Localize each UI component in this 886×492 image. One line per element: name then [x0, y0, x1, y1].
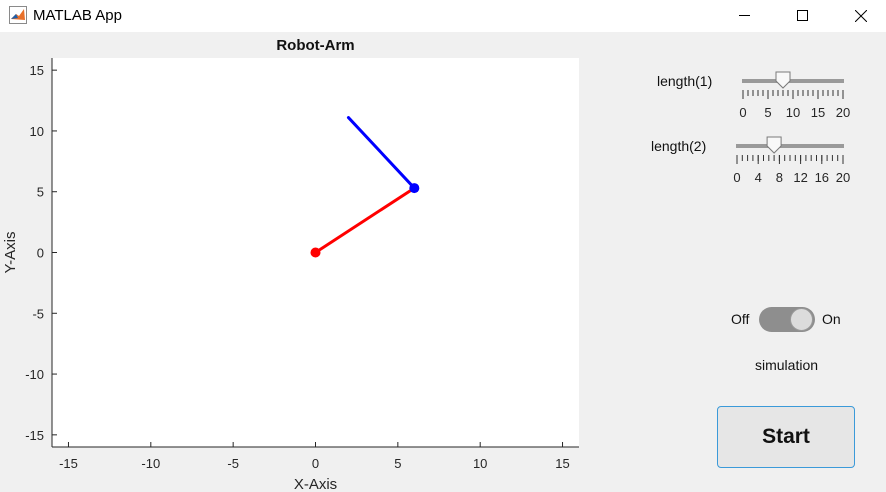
slider-tick-label: 0	[739, 105, 746, 120]
maximize-button[interactable]	[780, 0, 826, 32]
arm-segment-1	[314, 186, 416, 254]
slider-thumb[interactable]	[766, 136, 782, 154]
slider-track	[742, 79, 844, 83]
x-tick-label: -10	[141, 456, 160, 471]
axes-title: Robot-Arm	[276, 37, 355, 54]
y-tick-label: -5	[32, 306, 44, 321]
slider-tick-label: 10	[786, 105, 800, 120]
y-tick-label: -10	[25, 367, 44, 382]
slider-tick-label: 12	[793, 170, 807, 185]
minimize-icon	[739, 15, 750, 16]
window-titlebar: MATLAB App	[0, 0, 886, 32]
y-tick-label: 5	[37, 185, 44, 200]
simulation-toggle[interactable]	[759, 307, 815, 332]
slider2-label: length(2)	[651, 138, 707, 154]
length2-slider[interactable]: 0 4 8 12 16 20	[727, 133, 859, 187]
y-axis-label: Y-Axis	[2, 232, 19, 274]
robot-arm-axes: -15 -10 -5 0 5 10 15 15 10 5 0 -5 -10 -15 X-Axis Y-Axis…	[0, 32, 600, 492]
x-tick-label: 0	[312, 456, 319, 471]
y-tick-label: 0	[37, 246, 44, 261]
close-button[interactable]	[838, 0, 884, 32]
y-tick-label: -15	[25, 428, 44, 443]
toggle-on-label: On	[822, 311, 841, 327]
slider-tick-label: 8	[776, 170, 783, 185]
robot-arm-plot: -15 -10 -5 0 5 10 15 15 10 5 0 -5 -10 -15 X-Axis Y-Axis	[2, 58, 579, 492]
y-tick-label: 15	[30, 63, 44, 78]
joint-marker	[310, 247, 321, 258]
slider-tick-label: 4	[755, 170, 762, 185]
x-tick-label: 15	[555, 456, 569, 471]
start-button[interactable]: Start	[717, 406, 855, 468]
x-tick-label: -5	[227, 456, 239, 471]
length1-slider[interactable]: 0 5 10 15 20	[733, 68, 859, 122]
maximize-icon	[797, 10, 808, 21]
slider-thumb[interactable]	[775, 71, 791, 89]
close-icon	[855, 10, 867, 22]
slider-track	[736, 144, 844, 148]
x-axis-label: X-Axis	[294, 476, 337, 492]
slider1-label: length(1)	[657, 73, 713, 89]
x-tick-label: 5	[394, 456, 401, 471]
x-tick-label: -15	[59, 456, 78, 471]
slider-tick-label: 20	[836, 170, 850, 185]
y-tick-label: 10	[30, 124, 44, 139]
window-title: MATLAB App	[33, 7, 122, 24]
simulation-label: simulation	[755, 357, 819, 373]
minimize-button[interactable]	[722, 0, 768, 32]
slider-tick-label: 16	[815, 170, 829, 185]
toggle-knob[interactable]	[790, 308, 813, 331]
slider-tick-label: 0	[733, 170, 740, 185]
joint-marker	[409, 183, 420, 194]
slider-tick-label: 5	[764, 105, 771, 120]
slider-tick-label: 20	[836, 105, 850, 120]
x-tick-label: 10	[473, 456, 487, 471]
slider-tick-label: 15	[811, 105, 825, 120]
toggle-off-label: Off	[731, 311, 750, 327]
matlab-logo-icon	[9, 6, 27, 24]
arm-segment-2	[346, 116, 416, 190]
